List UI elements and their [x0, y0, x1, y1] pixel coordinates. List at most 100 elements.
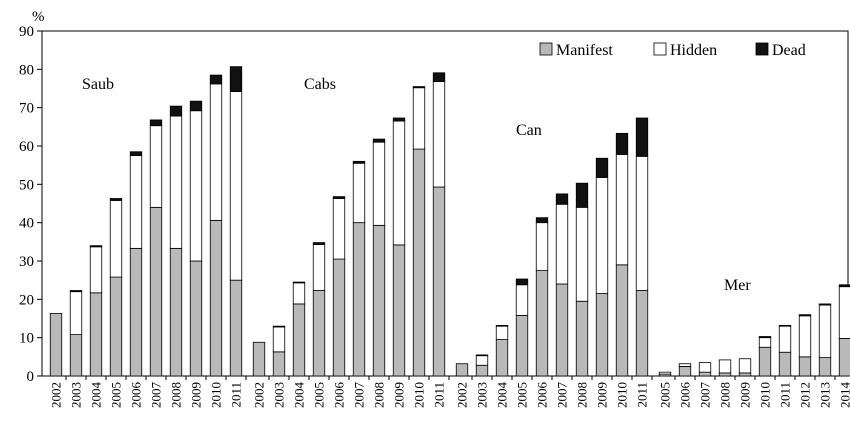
x-tick-label: 2004 — [292, 382, 307, 409]
bar-segment-manifest — [678, 366, 692, 377]
x-tick-label: 2010 — [758, 382, 773, 408]
bar-segment-manifest — [475, 364, 489, 377]
bar-segment-dead — [312, 242, 326, 245]
group-label: Can — [516, 122, 542, 139]
bar-segment-dead — [149, 119, 163, 127]
x-tick-label: 2008 — [575, 382, 590, 408]
bar-segment-dead — [798, 314, 812, 317]
bar-segment-dead — [169, 105, 183, 117]
x-tick-label: 2007 — [555, 382, 570, 409]
bar-segment-manifest — [189, 260, 203, 377]
bar-segment-dead — [372, 138, 386, 143]
x-tick-label: 2009 — [738, 382, 753, 408]
bar-segment-manifest — [778, 351, 792, 377]
bar-segment-dead — [758, 336, 772, 339]
x-tick-label: 2012 — [798, 382, 813, 408]
bar-segment-hidden — [169, 115, 183, 249]
legend-label: Dead — [772, 42, 806, 59]
y-tick-label: 0 — [27, 369, 35, 385]
bar-segment-dead — [189, 100, 203, 112]
bar-segment-dead — [89, 245, 103, 248]
bar-segment-manifest — [292, 303, 306, 377]
bar-segment-manifest — [252, 341, 266, 377]
bar-segment-manifest — [352, 222, 366, 377]
bar-segment-manifest — [535, 270, 549, 377]
y-tick-label: 80 — [19, 62, 34, 78]
x-tick-label: 2008 — [718, 382, 733, 408]
x-tick-label: 2005 — [515, 382, 530, 408]
group-label: Saub — [82, 76, 114, 93]
bar-segment-manifest — [555, 283, 569, 377]
bar-segment-hidden — [798, 315, 812, 358]
x-tick-label: 2005 — [109, 382, 124, 408]
bar-segment-hidden — [352, 162, 366, 224]
x-tick-label: 2010 — [412, 382, 427, 408]
bar-segment-manifest — [49, 313, 63, 377]
bar-segment-hidden — [738, 358, 752, 374]
x-tick-label: 2006 — [332, 382, 347, 409]
x-tick-label: 2004 — [495, 382, 510, 409]
bar-segment-manifest — [575, 300, 589, 377]
bar-segment-hidden — [495, 325, 509, 340]
x-tick-label: 2009 — [392, 382, 407, 408]
bar-segment-dead — [332, 196, 346, 199]
bar-segment-dead — [635, 117, 649, 157]
legend-label: Hidden — [670, 42, 717, 59]
x-axis: 2002 2003 2004 2005 2006 2007 2008 2009 2010 2011… — [49, 376, 850, 408]
legend-swatch — [653, 42, 667, 56]
bar-segment-hidden — [392, 120, 406, 246]
bar-segment-manifest — [272, 351, 286, 377]
bar-segment-manifest — [798, 356, 812, 377]
bar-segment-manifest — [758, 346, 772, 377]
x-tick-label: 2005 — [312, 382, 327, 408]
bar-segment-manifest — [432, 186, 446, 377]
y-tick-label: 20 — [19, 292, 34, 308]
bar-segment-manifest — [392, 244, 406, 377]
bar-segment-manifest — [635, 290, 649, 377]
x-tick-label: 2007 — [352, 382, 367, 409]
bar-segment-dead — [535, 217, 549, 224]
x-tick-label: 2002 — [455, 382, 470, 408]
y-unit-label: % — [32, 9, 45, 25]
bar-segment-manifest — [838, 338, 850, 377]
bar-segment-dead — [129, 151, 143, 156]
bar-segment-dead — [69, 290, 83, 293]
x-tick-label: 2009 — [595, 382, 610, 408]
bar-segment-manifest — [109, 276, 123, 377]
bar-segment-dead — [515, 278, 529, 286]
bar-segment-hidden — [209, 83, 223, 221]
y-tick-label: 30 — [19, 254, 34, 270]
bar-segment-dead — [109, 198, 123, 201]
bar-segment-dead — [229, 66, 243, 92]
bar-segment-hidden — [778, 325, 792, 353]
bar-segment-manifest — [372, 224, 386, 377]
y-tick-label: 70 — [19, 101, 34, 117]
y-tick-label: 40 — [19, 216, 34, 232]
bar-segment-dead — [209, 74, 223, 85]
x-tick-label: 2013 — [818, 382, 833, 408]
bar-segment-hidden — [818, 304, 832, 359]
x-tick-label: 2003 — [69, 382, 84, 408]
bar-segment-manifest — [312, 290, 326, 377]
bar-segment-hidden — [312, 244, 326, 291]
bar-segment-manifest — [515, 315, 529, 377]
x-tick-label: 2006 — [535, 382, 550, 409]
bar-segment-dead — [495, 324, 509, 327]
x-tick-label: 2014 — [838, 382, 850, 409]
bar-segment-manifest — [615, 264, 629, 377]
bar-segment-manifest — [209, 219, 223, 377]
x-tick-label: 2006 — [129, 382, 144, 409]
bar-segment-dead — [555, 193, 569, 205]
bar-segment-manifest — [495, 339, 509, 377]
bar-segment-dead — [475, 354, 489, 357]
x-tick-label: 2011 — [778, 382, 793, 408]
y-tick-label: 10 — [19, 331, 34, 347]
bar-segment-manifest — [332, 258, 346, 377]
bar-segment-manifest — [89, 292, 103, 377]
legend: Manifest Hidden Dead — [539, 42, 806, 59]
bar-segment-manifest — [698, 371, 712, 377]
bar-segment-hidden — [69, 291, 83, 335]
bar-segment-dead — [432, 72, 446, 82]
x-tick-label: 2006 — [678, 382, 693, 409]
